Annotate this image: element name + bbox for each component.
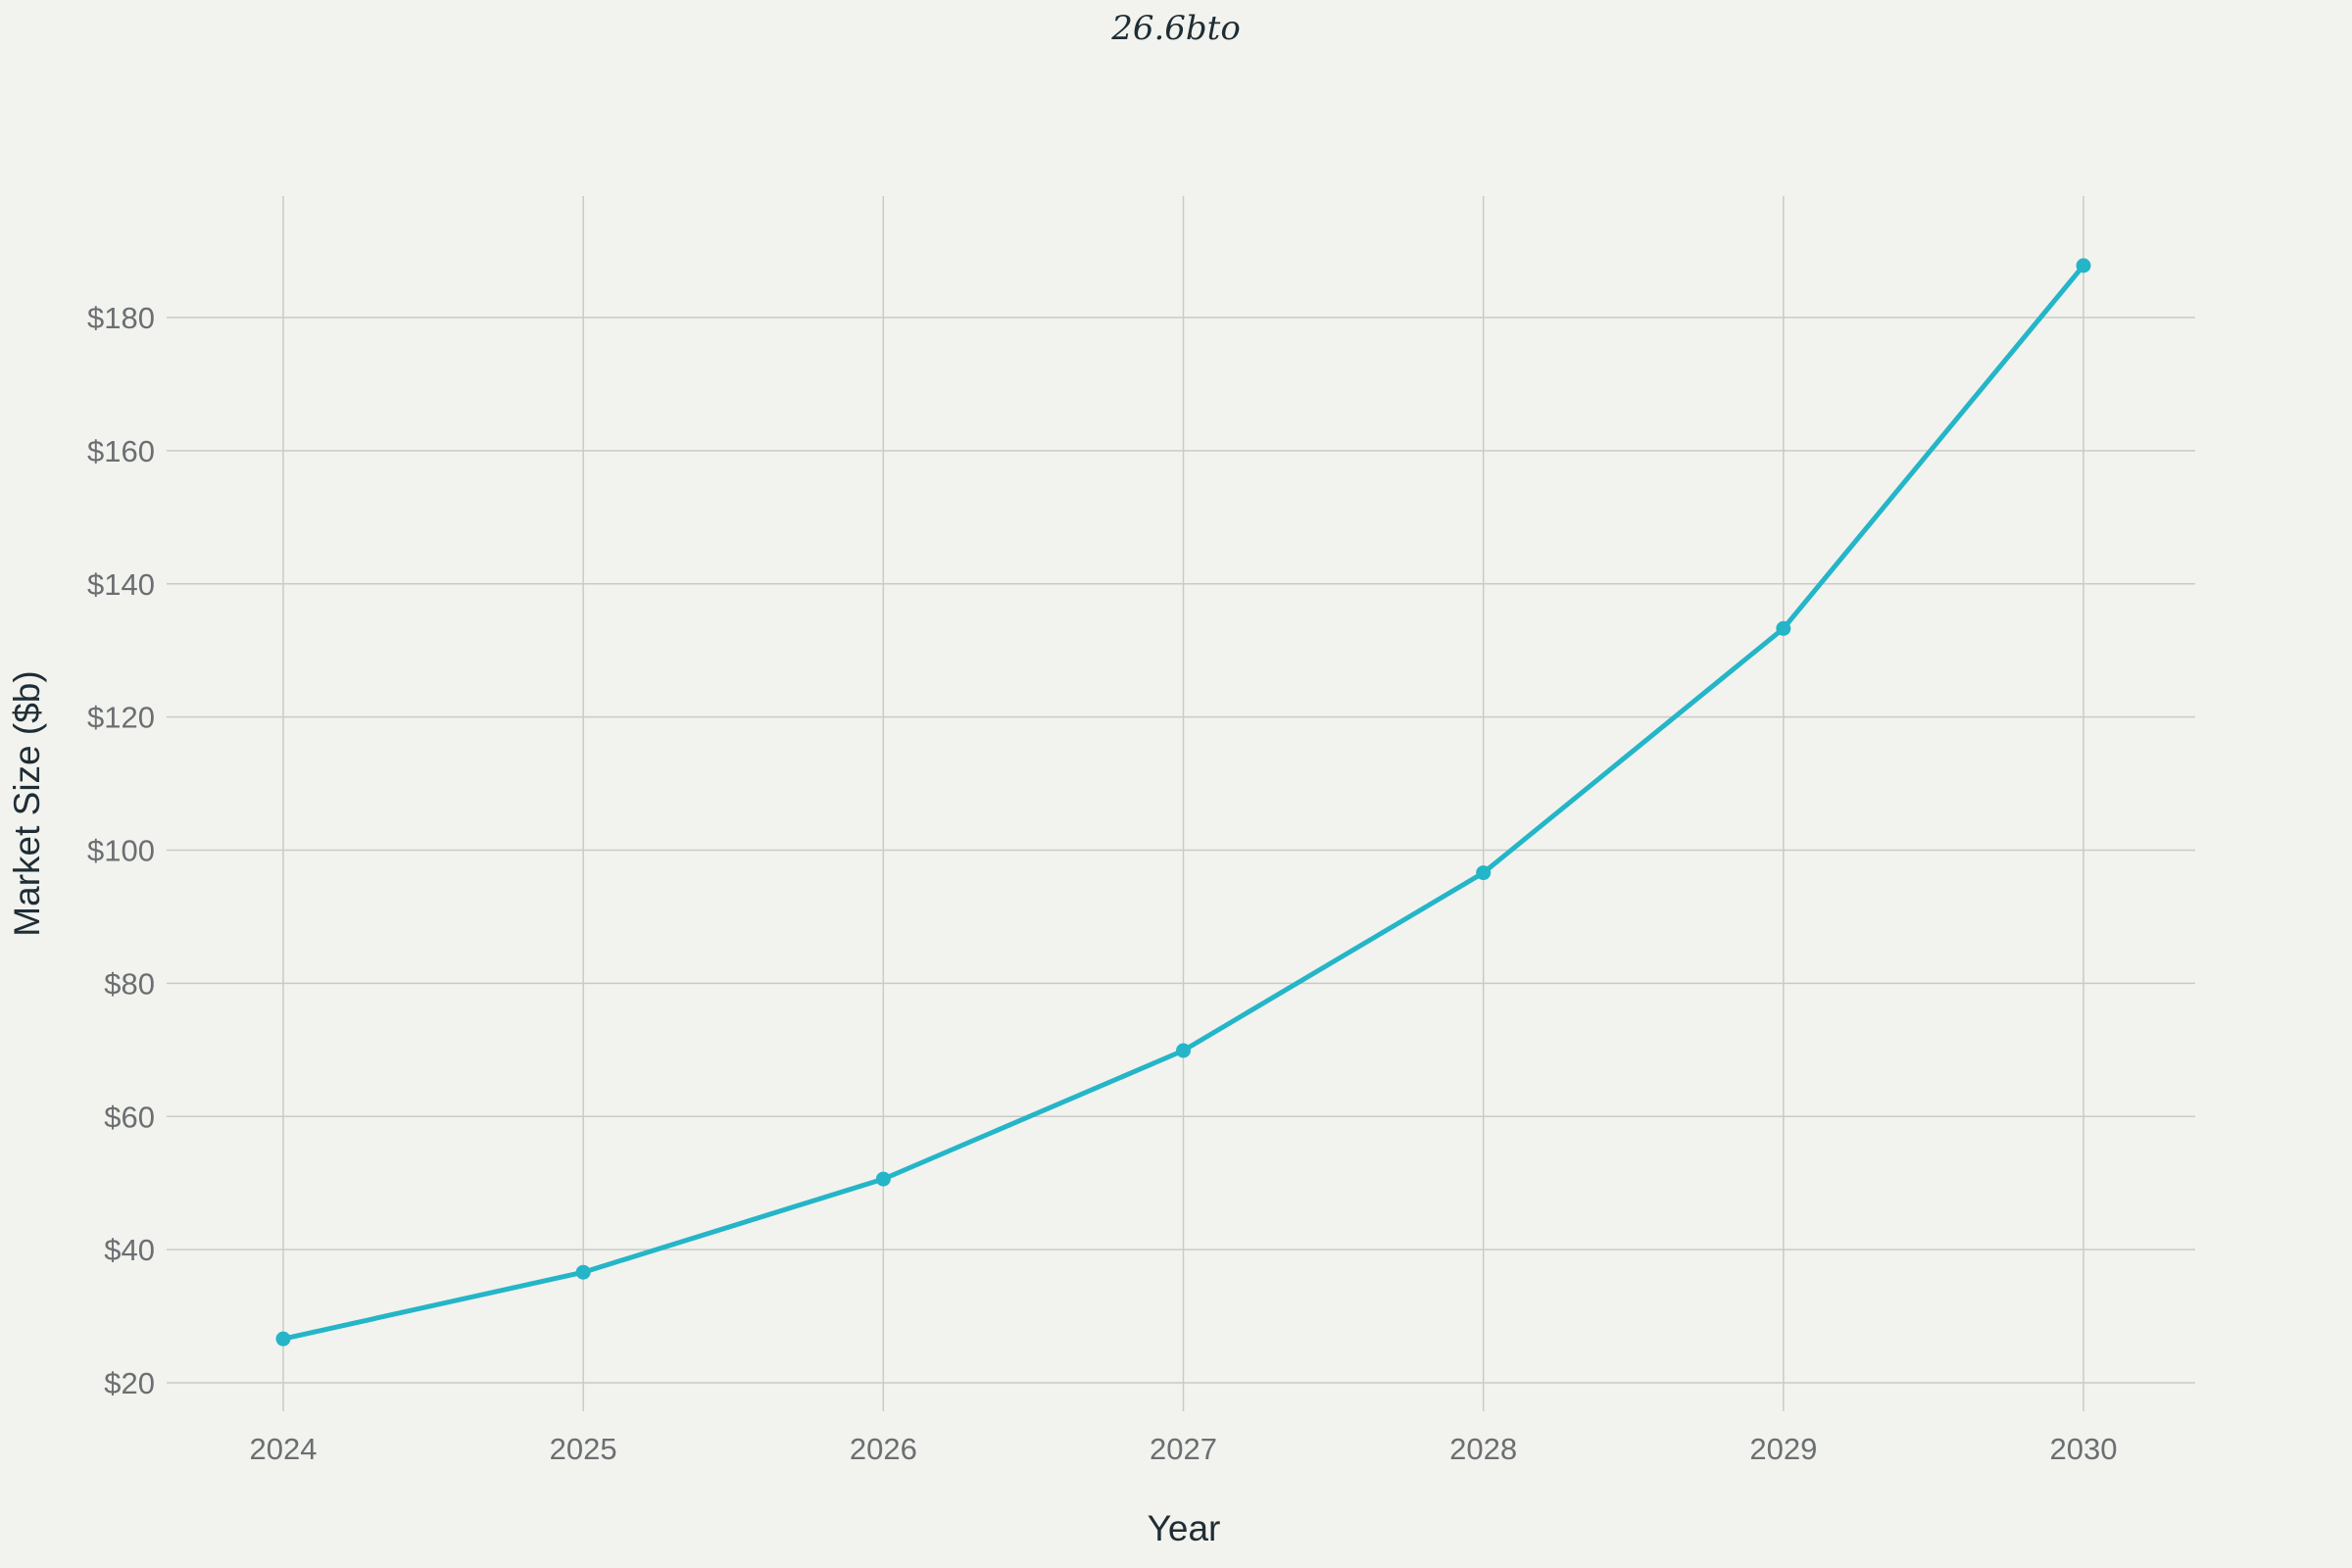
data-point (1176, 1043, 1191, 1058)
x-tick-label: 2025 (550, 1432, 617, 1466)
y-tick-label: $160 (87, 434, 155, 468)
series-layer (275, 258, 2091, 1347)
x-tick-label: 2029 (1749, 1432, 1817, 1466)
data-point (1776, 620, 1791, 636)
y-tick-label: $180 (87, 301, 155, 335)
x-tick-label: 2030 (2050, 1432, 2118, 1466)
y-tick-label: $60 (104, 1100, 155, 1134)
x-tick-label: 2026 (850, 1432, 917, 1466)
data-point (1476, 865, 1492, 881)
x-tick-label: 2028 (1449, 1432, 1517, 1466)
y-axis-title: Market Size ($b) (7, 670, 47, 936)
y-tick-label: $120 (87, 701, 155, 735)
chart-title: 26.6bto (1110, 9, 1241, 48)
data-point (575, 1264, 591, 1280)
y-tick-label: $40 (104, 1233, 155, 1267)
x-axis-ticks: 2024 2025 2026 2027 2028 2029 2030 (250, 1432, 2118, 1466)
y-tick-label: $140 (87, 567, 155, 602)
y-axis-ticks: $20 $40 $60 $80 $100 $120 $140 $160 $180 (87, 301, 155, 1400)
grid (167, 196, 2195, 1411)
data-point (875, 1171, 891, 1187)
x-tick-label: 2027 (1150, 1432, 1217, 1466)
x-tick-label: 2024 (250, 1432, 318, 1466)
y-tick-label: $80 (104, 966, 155, 1001)
x-axis-title: Year (1148, 1508, 1221, 1548)
y-tick-label: $100 (87, 834, 155, 868)
y-tick-label: $20 (104, 1366, 155, 1400)
data-point (2076, 258, 2091, 273)
data-point (275, 1331, 291, 1347)
